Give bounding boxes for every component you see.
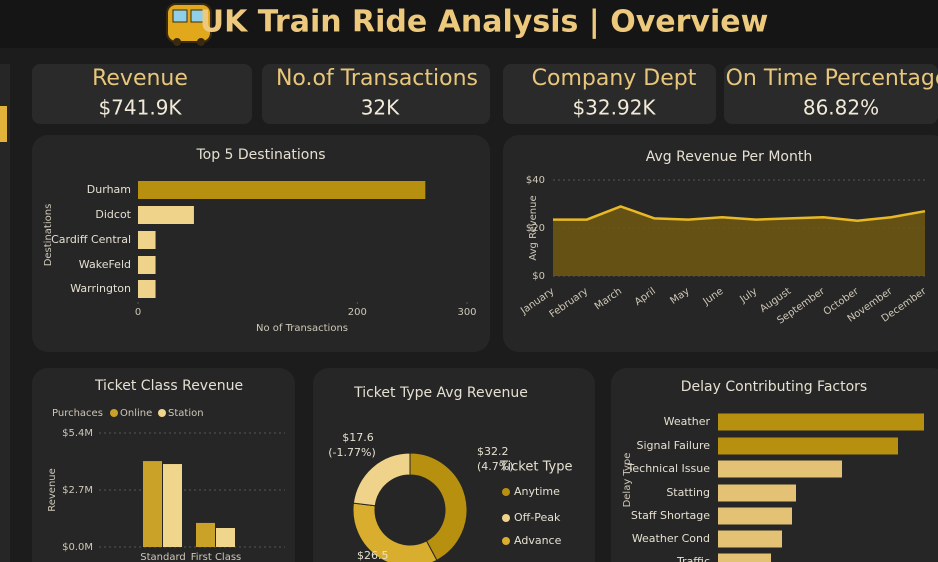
legend-swatch	[110, 409, 118, 417]
category-label: Durham	[87, 183, 131, 196]
bar	[143, 461, 162, 547]
kpi-cards: Revenue $741.9K No.of Transactions 32K C…	[32, 64, 938, 124]
category-label: WakeFeld	[79, 258, 131, 271]
x-tick-label: First Class	[191, 552, 242, 562]
bar	[718, 553, 771, 562]
x-tick-label: 300	[457, 307, 476, 318]
legend-label: Station	[168, 408, 204, 419]
kpi-label: No.of Transactions	[276, 66, 478, 91]
kpi-card	[262, 64, 490, 124]
area	[553, 206, 925, 276]
bar	[138, 231, 156, 249]
data-label: $32.2	[477, 445, 509, 458]
category-label: Traffic	[676, 555, 710, 562]
category-label: Didcot	[95, 208, 131, 221]
donut-slice	[409, 452, 468, 561]
legend-swatch	[158, 409, 166, 417]
data-label: $26.5	[357, 549, 389, 562]
y-axis-label: Delay Type	[622, 453, 633, 508]
x-tick-label: 200	[348, 307, 367, 318]
legend-title: Ticket Type	[499, 460, 572, 475]
logo	[166, 3, 212, 46]
kpi-label: Company Dept	[532, 66, 697, 91]
bar	[138, 181, 426, 199]
x-tick-label: 0	[135, 307, 141, 318]
sidebar	[0, 64, 10, 562]
y-tick-label: $40	[526, 175, 545, 186]
legend-label: Off-Peak	[514, 511, 561, 524]
page-title: UK Train Ride Analysis | Overview	[200, 5, 769, 40]
data-label: $17.6	[342, 431, 374, 444]
kpi-value: $32.92K	[572, 96, 656, 120]
category-label: Statting	[666, 486, 710, 499]
change-label: (-1.77%)	[328, 446, 376, 459]
kpi-label: Revenue	[92, 66, 188, 91]
category-label: Signal Failure	[637, 439, 711, 452]
bar	[138, 256, 156, 274]
y-tick-label: $20	[526, 223, 545, 234]
legend-swatch	[502, 537, 510, 545]
donut-slice	[352, 452, 411, 507]
y-tick-label: $2.7M	[62, 485, 93, 496]
chart-title: Delay Contributing Factors	[681, 379, 867, 395]
chart-title: Top 5 Destinations	[195, 147, 325, 163]
chart-title: Ticket Class Revenue	[94, 378, 243, 394]
legend-swatch	[502, 514, 510, 522]
kpi-card	[32, 64, 252, 124]
category-label: Weather Cond	[632, 532, 710, 545]
bar	[138, 280, 156, 298]
bar	[196, 522, 215, 547]
bar	[718, 507, 792, 525]
chart-title: Avg Revenue Per Month	[646, 149, 812, 165]
bar	[138, 206, 194, 224]
y-axis-label: Revenue	[47, 468, 58, 512]
legend-label: Anytime	[514, 485, 560, 498]
kpi-value: 32K	[361, 96, 400, 120]
y-axis-label: Avg Revenue	[528, 195, 539, 260]
sidebar-marker	[0, 106, 7, 142]
bar	[718, 413, 924, 431]
y-tick-label: $5.4M	[62, 428, 93, 439]
legend-label: Advance	[514, 534, 562, 547]
kpi-value: $741.9K	[98, 96, 182, 120]
bar	[718, 437, 898, 455]
category-label: Staff Shortage	[631, 509, 710, 522]
bar	[718, 530, 782, 548]
bar	[718, 460, 842, 478]
legend-title: Purchaces	[52, 408, 103, 419]
x-axis-label: No of Transactions	[256, 323, 348, 334]
line	[553, 205, 926, 223]
category-label: Warrington	[70, 282, 131, 295]
y-axis-label: Destinations	[43, 204, 54, 267]
legend-label: Online	[120, 408, 152, 419]
legend-swatch	[502, 488, 510, 496]
bar	[163, 464, 182, 547]
category-label: Weather	[664, 415, 711, 428]
chart-title: Ticket Type Avg Revenue	[353, 385, 528, 401]
bar	[718, 484, 796, 502]
kpi-value: 86.82%	[803, 96, 879, 120]
bar	[216, 528, 235, 547]
y-tick-label: $0	[532, 271, 545, 282]
x-tick-label: Standard	[140, 552, 186, 562]
kpi-card	[724, 64, 938, 124]
y-tick-label: $0.0M	[62, 542, 93, 553]
category-label: Cardiff Central	[51, 233, 131, 246]
panel	[313, 368, 595, 562]
change-label: (4.7%)	[477, 460, 514, 473]
kpi-card	[503, 64, 716, 124]
category-label: Technical Issue	[627, 462, 711, 475]
header-bar	[0, 0, 938, 48]
kpi-label: On Time Percentage	[726, 66, 938, 91]
